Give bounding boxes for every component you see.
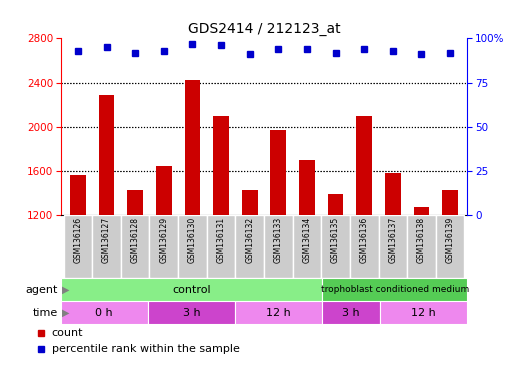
Bar: [385, 173, 401, 348]
Bar: [92, 215, 121, 278]
Bar: [70, 175, 86, 348]
Text: GSM136134: GSM136134: [303, 217, 312, 263]
Bar: [322, 278, 467, 301]
Text: GSM136127: GSM136127: [102, 217, 111, 263]
Text: 12 h: 12 h: [411, 308, 436, 318]
Text: GSM136129: GSM136129: [159, 217, 168, 263]
Text: trophoblast conditioned medium: trophoblast conditioned medium: [320, 285, 469, 295]
Text: 12 h: 12 h: [266, 308, 291, 318]
Bar: [407, 215, 436, 278]
Bar: [322, 301, 380, 324]
Bar: [235, 301, 322, 324]
Bar: [442, 190, 458, 348]
Bar: [413, 207, 429, 348]
Bar: [264, 215, 293, 278]
Bar: [127, 190, 143, 348]
Bar: [293, 215, 321, 278]
Text: GSM136132: GSM136132: [245, 217, 254, 263]
Text: GSM136136: GSM136136: [360, 217, 369, 263]
Text: GSM136137: GSM136137: [388, 217, 398, 263]
Bar: [61, 301, 148, 324]
Bar: [121, 215, 149, 278]
Text: ▶: ▶: [62, 308, 69, 318]
Bar: [99, 95, 115, 348]
Bar: [436, 215, 465, 278]
Text: time: time: [33, 308, 58, 318]
Text: GSM136138: GSM136138: [417, 217, 426, 263]
Text: count: count: [52, 328, 83, 338]
Bar: [350, 215, 379, 278]
Text: 3 h: 3 h: [183, 308, 200, 318]
Bar: [356, 116, 372, 348]
Bar: [270, 130, 286, 348]
Bar: [63, 215, 92, 278]
Bar: [213, 116, 229, 348]
Bar: [328, 194, 343, 348]
Bar: [156, 167, 172, 348]
Text: agent: agent: [26, 285, 58, 295]
Text: GSM136131: GSM136131: [216, 217, 225, 263]
Text: GSM136133: GSM136133: [274, 217, 283, 263]
Text: percentile rank within the sample: percentile rank within the sample: [52, 344, 240, 354]
Text: GSM136128: GSM136128: [130, 217, 140, 263]
Text: GSM136130: GSM136130: [188, 217, 197, 263]
Text: GSM136126: GSM136126: [73, 217, 82, 263]
Bar: [321, 215, 350, 278]
Bar: [242, 190, 258, 348]
Bar: [148, 301, 235, 324]
Bar: [207, 215, 235, 278]
Text: 0 h: 0 h: [96, 308, 113, 318]
Text: control: control: [172, 285, 211, 295]
Bar: [185, 80, 200, 348]
Bar: [149, 215, 178, 278]
Text: GSM136139: GSM136139: [446, 217, 455, 263]
Text: ▶: ▶: [62, 285, 69, 295]
Bar: [61, 278, 322, 301]
Text: GDS2414 / 212123_at: GDS2414 / 212123_at: [187, 23, 341, 36]
Text: GSM136135: GSM136135: [331, 217, 340, 263]
Bar: [178, 215, 207, 278]
Bar: [235, 215, 264, 278]
Text: 3 h: 3 h: [342, 308, 360, 318]
Bar: [380, 301, 467, 324]
Bar: [299, 160, 315, 348]
Bar: [379, 215, 407, 278]
